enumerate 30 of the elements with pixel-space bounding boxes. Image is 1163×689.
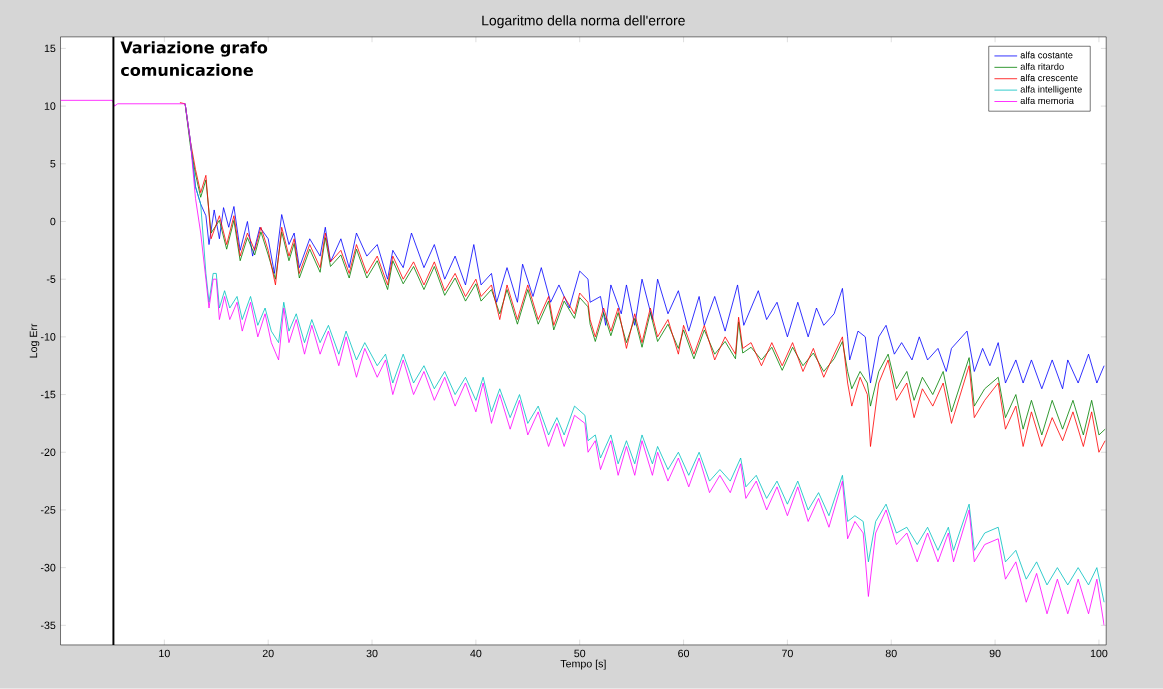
x-tick-label: 30	[366, 649, 378, 658]
y-axis-title: Log Err	[29, 323, 40, 358]
ref-line-label: Variazione grafo comunicazione	[120, 41, 268, 77]
x-tick-label: 50	[574, 649, 586, 658]
x-tick-label: 10	[159, 649, 170, 658]
legend-label: alfa memoria	[1020, 97, 1074, 105]
legend-label: alfa crescente	[1020, 74, 1078, 82]
legend-label: alfa costante	[1020, 51, 1073, 59]
x-tick-label: 20	[262, 649, 274, 658]
y-tick-label: 15	[44, 44, 56, 53]
y-tick-label: -15	[40, 390, 56, 399]
x-tick-label: 40	[470, 649, 482, 658]
y-tick-label: -20	[40, 448, 56, 457]
y-tick-label: -5	[46, 275, 56, 283]
y-tick-label: -35	[40, 621, 56, 630]
y-tick-label: 5	[50, 160, 56, 168]
x-tick-label: 60	[678, 649, 690, 658]
y-tick-label: -25	[40, 506, 56, 514]
x-tick-label: 70	[782, 649, 793, 658]
x-tick-label: 100	[1090, 649, 1108, 658]
y-tick-label: -10	[40, 333, 56, 341]
legend-label: alfa ritardo	[1020, 63, 1064, 70]
x-tick-label: 90	[989, 649, 1001, 658]
x-axis-title: Tempo [s]	[560, 659, 606, 670]
x-tick-label: 80	[885, 649, 897, 658]
y-tick-label: -30	[40, 563, 56, 572]
y-tick-label: 10	[44, 102, 56, 110]
legend-label: alfa intelligente	[1020, 85, 1082, 95]
y-tick-label: 0	[50, 217, 56, 226]
chart-title: Logaritmo della norma dell'errore	[482, 15, 685, 29]
